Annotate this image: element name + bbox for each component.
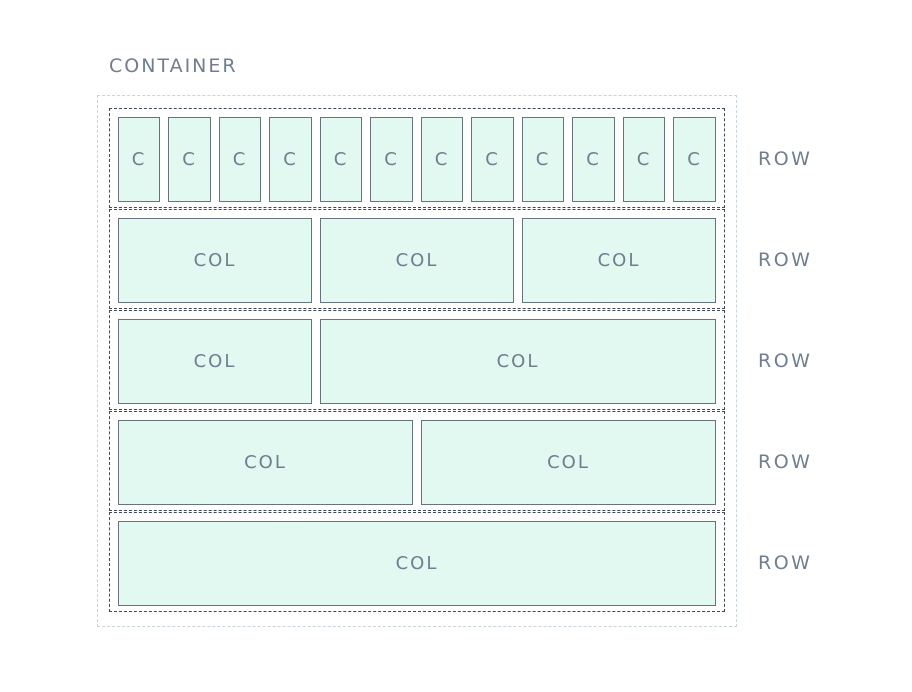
grid-row-2: COL COL COL <box>109 209 725 309</box>
grid-col: C <box>269 117 312 202</box>
grid-col: C <box>673 117 716 202</box>
row-label: ROW <box>758 451 813 473</box>
grid-col: COL <box>522 218 716 303</box>
grid-col: C <box>168 117 211 202</box>
grid-row-3: COL COL <box>109 310 725 410</box>
grid-col: C <box>522 117 564 202</box>
row-label: ROW <box>758 249 813 271</box>
grid-row-1: C C C C C C C C C C C C <box>109 108 725 208</box>
grid-col: C <box>219 117 261 202</box>
grid-row-4: COL COL <box>109 411 725 511</box>
row-label: ROW <box>758 148 813 170</box>
row-label: ROW <box>758 552 813 574</box>
grid-row-5: COL <box>109 512 725 612</box>
grid-col: COL <box>118 218 312 303</box>
grid-col: COL <box>320 218 514 303</box>
container-outline <box>97 95 737 627</box>
grid-col: C <box>572 117 615 202</box>
grid-col: C <box>320 117 362 202</box>
grid-col: COL <box>118 521 716 606</box>
grid-col: COL <box>118 420 413 505</box>
grid-col: COL <box>421 420 716 505</box>
grid-col: C <box>623 117 665 202</box>
grid-col: C <box>421 117 463 202</box>
container-label: CONTAINER <box>109 55 238 77</box>
grid-col: C <box>471 117 514 202</box>
grid-col: COL <box>118 319 312 404</box>
grid-col: C <box>118 117 160 202</box>
row-label: ROW <box>758 350 813 372</box>
grid-col: C <box>370 117 413 202</box>
grid-col: COL <box>320 319 716 404</box>
